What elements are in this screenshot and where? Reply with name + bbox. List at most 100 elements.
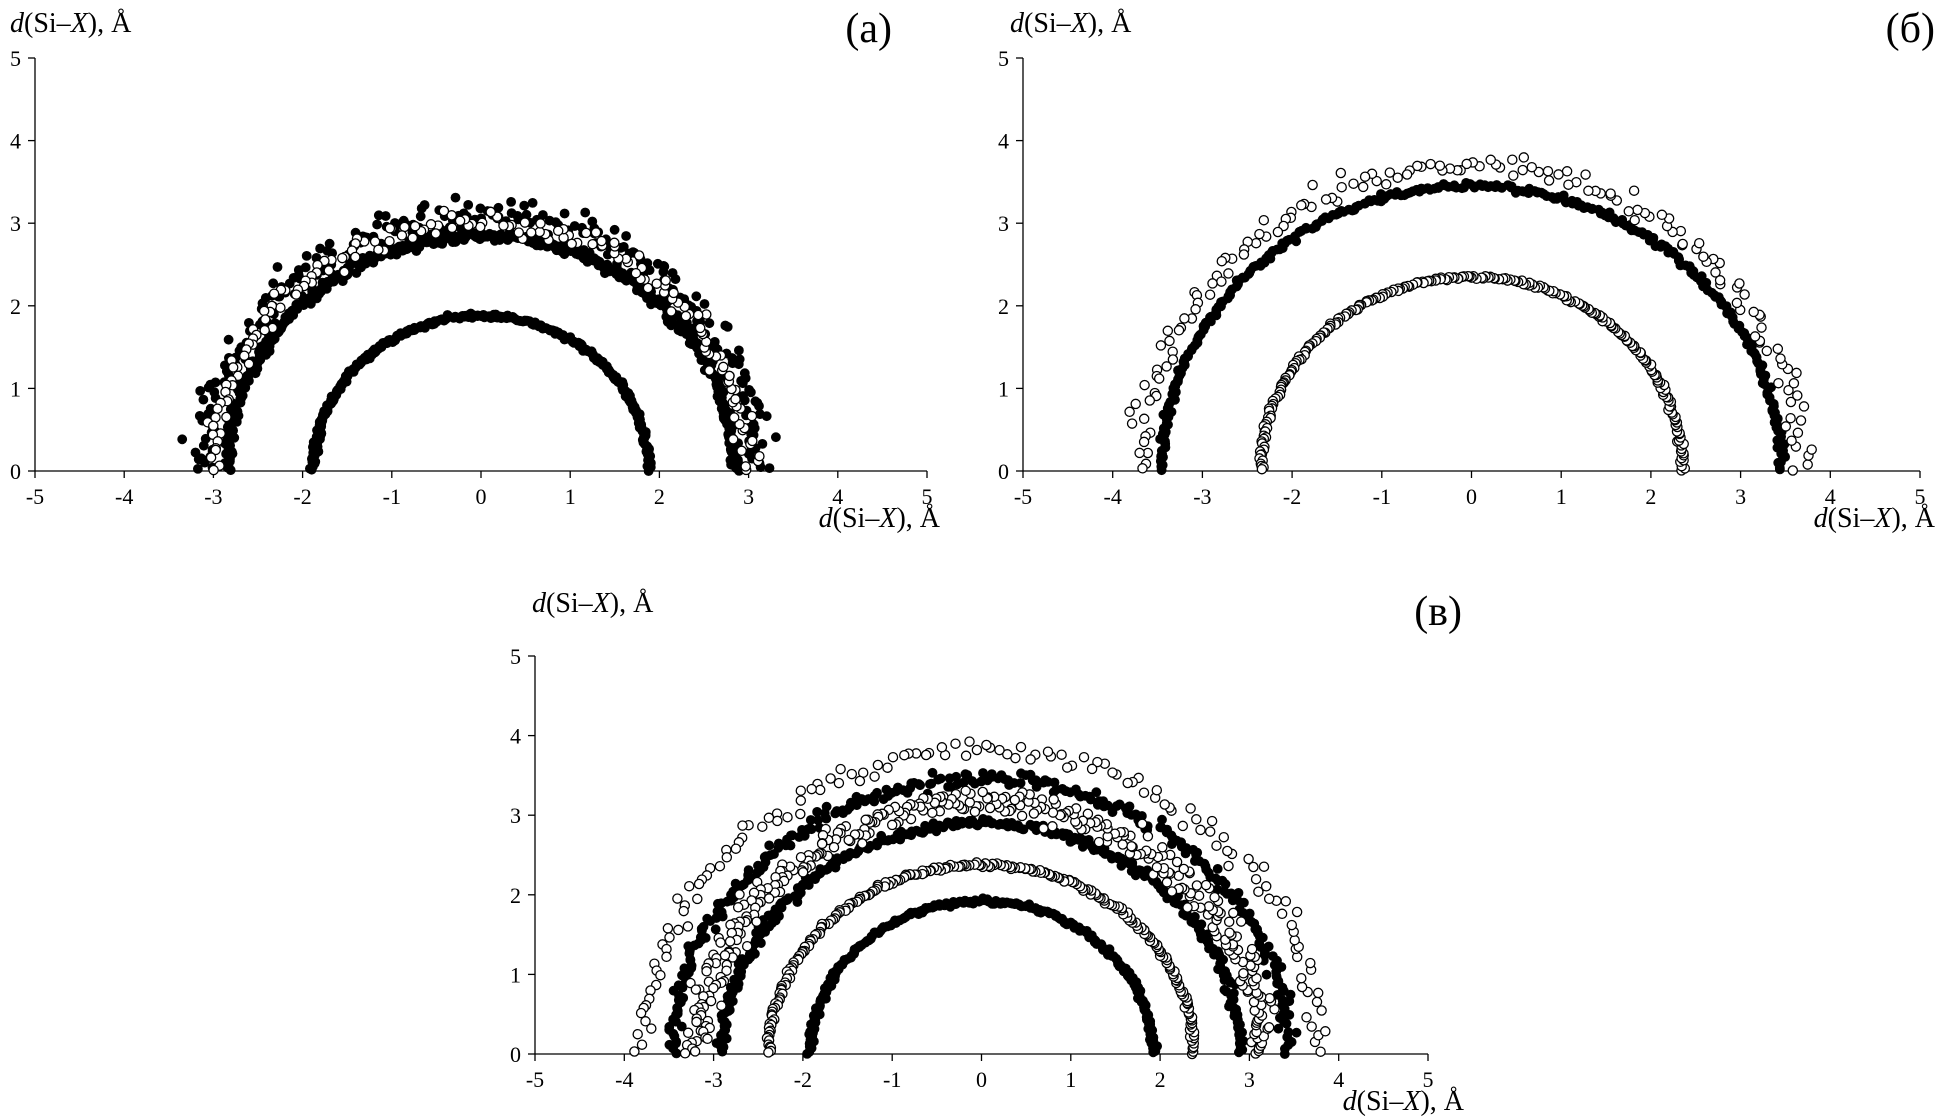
open-point: [665, 306, 677, 317]
open-point: [1561, 166, 1573, 177]
open-point: [1159, 799, 1170, 810]
x-axis-title: d(Si–X), Å: [1814, 503, 1936, 534]
open-point: [1151, 861, 1163, 873]
filled-point: [691, 291, 702, 302]
open-point: [969, 806, 981, 818]
x-tick-label: -5: [26, 484, 44, 509]
open-point: [1195, 824, 1206, 836]
open-point: [446, 210, 457, 221]
filled-point: [944, 773, 955, 784]
filled-point: [1212, 864, 1223, 874]
open-point: [1312, 987, 1324, 999]
open-point: [920, 749, 932, 761]
open-point: [535, 218, 546, 229]
open-point: [1137, 463, 1148, 474]
open-point: [730, 393, 741, 405]
open-point: [682, 921, 694, 932]
open-point: [1291, 906, 1303, 918]
open-point: [1508, 170, 1519, 181]
x-tick-label: -2: [794, 1067, 812, 1092]
x-axis-title-symbol: d: [819, 503, 834, 534]
x-tick-label: 4: [1333, 1067, 1344, 1092]
filled-point: [373, 210, 384, 221]
open-point: [1357, 181, 1369, 193]
y-tick-label: 1: [998, 376, 1009, 401]
open-point: [1166, 886, 1178, 897]
y-tick-label: 4: [510, 724, 521, 749]
y-axis-title-text: (Si–: [546, 588, 594, 619]
data-points: [177, 192, 781, 476]
open-point: [221, 411, 232, 423]
open-point: [519, 217, 531, 228]
open-point: [1048, 794, 1059, 805]
open-point: [498, 220, 509, 231]
open-point: [1677, 238, 1688, 250]
open-point: [833, 777, 845, 789]
x-tick-label: -2: [1283, 484, 1301, 509]
x-tick-label: -4: [115, 484, 133, 509]
open-point: [1200, 879, 1212, 891]
open-point: [795, 795, 807, 806]
filled-point: [676, 1021, 687, 1032]
y-tick-label: 2: [510, 883, 521, 908]
open-point: [1179, 313, 1190, 324]
open-point: [1009, 794, 1021, 806]
open-point: [936, 742, 948, 753]
open-point: [746, 410, 758, 422]
open-point: [971, 744, 983, 756]
open-point: [1157, 842, 1168, 853]
filled-point: [580, 207, 591, 218]
open-point: [1061, 762, 1073, 773]
open-point: [1086, 763, 1098, 775]
open-point: [1206, 815, 1218, 827]
open-point: [860, 814, 871, 826]
open-point: [1235, 916, 1247, 927]
x-tick-label: -4: [1104, 484, 1122, 509]
open-point: [754, 450, 765, 462]
open-point: [632, 1028, 643, 1040]
open-point: [1461, 158, 1472, 170]
filled-point: [878, 794, 889, 805]
open-point: [268, 288, 280, 299]
x-axis-title-var: X: [878, 503, 897, 534]
open-point: [835, 763, 846, 775]
open-point: [1629, 214, 1640, 226]
open-point: [714, 860, 726, 872]
y-tick-label: 0: [10, 459, 21, 484]
filled-point: [764, 840, 775, 851]
open-point: [1306, 1021, 1317, 1032]
filled-point: [739, 368, 750, 379]
open-point: [1256, 463, 1268, 475]
open-point: [1380, 179, 1392, 190]
y-axis-title: d(Si–X), Å: [10, 8, 132, 39]
open-point: [1056, 749, 1067, 760]
filled-point: [527, 197, 538, 208]
open-point: [1748, 306, 1759, 318]
open-point: [640, 1016, 651, 1027]
open-point: [1359, 171, 1371, 182]
filled-point: [559, 208, 570, 219]
x-axis-title-symbol: d: [1343, 1086, 1358, 1117]
filled-point: [268, 278, 279, 289]
filled-point: [927, 767, 938, 778]
filled-point: [771, 432, 781, 443]
open-point: [828, 841, 840, 853]
open-point: [1731, 297, 1743, 309]
open-point: [485, 206, 496, 218]
open-point: [409, 220, 421, 232]
open-point: [1082, 808, 1094, 820]
filled-point: [705, 916, 716, 926]
open-point: [724, 370, 735, 382]
open-point: [1254, 228, 1265, 240]
open-point: [1698, 251, 1709, 262]
open-point: [692, 893, 703, 905]
open-point: [1134, 447, 1145, 459]
filled-point: [272, 262, 283, 272]
open-point: [446, 222, 458, 234]
open-point: [782, 811, 793, 823]
x-axis-title-unit: ), Å: [1891, 503, 1935, 534]
open-point: [960, 785, 971, 797]
open-point: [1162, 325, 1174, 337]
y-tick-label: 0: [998, 459, 1009, 484]
